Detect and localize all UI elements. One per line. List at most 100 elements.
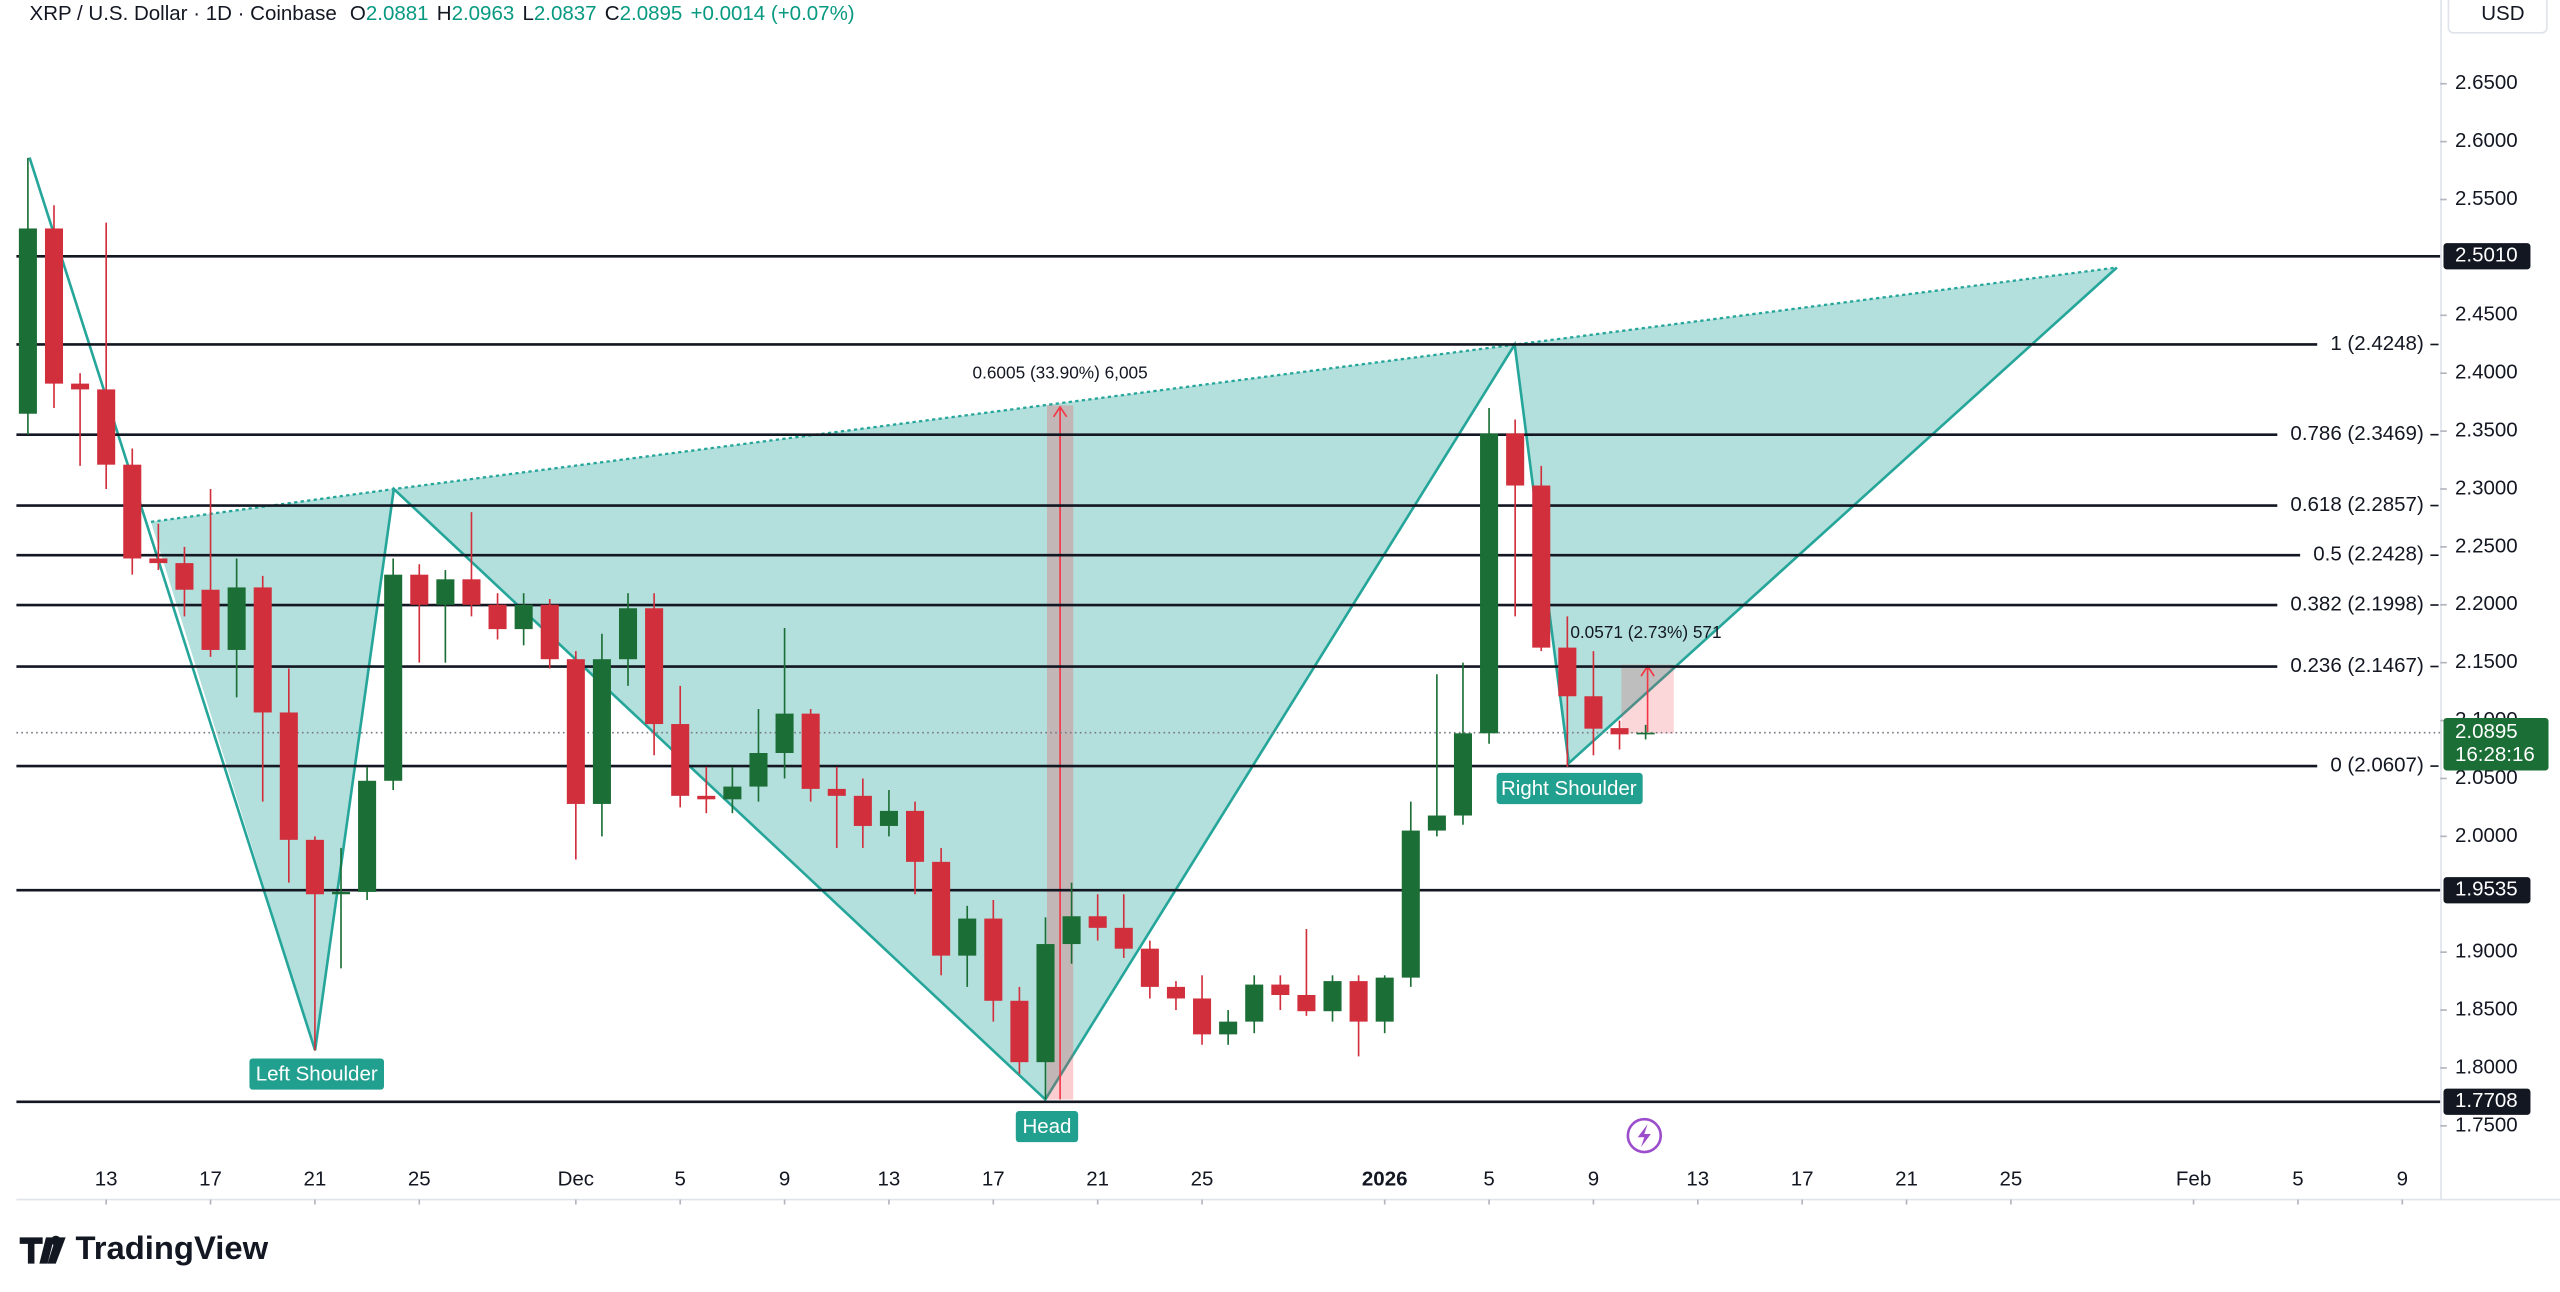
price-label-box <box>2443 877 2531 904</box>
candle-body <box>279 712 298 840</box>
candle-body <box>906 810 925 862</box>
y-tick-label: 2.6500 <box>2455 71 2518 94</box>
fib-label: 0 (2.0607) <box>2330 754 2423 777</box>
candle-body <box>801 713 820 789</box>
candle-body <box>227 587 246 650</box>
candle-body <box>1010 1000 1029 1063</box>
candle-body <box>1166 986 1185 999</box>
x-tick-label: 5 <box>2292 1167 2303 1190</box>
x-tick-label: 13 <box>1686 1167 1709 1190</box>
candle-body <box>436 579 455 605</box>
y-tick-label: 1.9000 <box>2455 940 2518 963</box>
candle-body <box>123 464 142 559</box>
x-tick-label: 21 <box>1895 1167 1918 1190</box>
y-tick-label: 2.2000 <box>2455 592 2518 615</box>
price-label-box <box>2443 1088 2531 1115</box>
x-tick-label: 17 <box>1791 1167 1814 1190</box>
candle-body <box>1506 433 1525 486</box>
candle-body <box>879 810 898 826</box>
x-tick-label: 21 <box>1086 1167 1109 1190</box>
y-tick-label: 2.3500 <box>2455 419 2518 442</box>
price-label: 2.5010 <box>2455 244 2518 267</box>
candle-body <box>1480 433 1499 734</box>
candle-body <box>1271 984 1290 995</box>
candle-body <box>149 558 168 564</box>
price-label: 1.7708 <box>2455 1089 2518 1112</box>
candle-body <box>1375 977 1394 1022</box>
measure-label: 0.0571 (2.73%) 571 <box>1570 622 1721 642</box>
lightning-icon[interactable] <box>1626 1117 1663 1154</box>
x-tick-label: Feb <box>2176 1167 2211 1190</box>
candle-body <box>201 589 220 650</box>
fib-label: 0.5 (2.2428) <box>2313 543 2424 566</box>
measure-arrowhead <box>1052 405 1068 418</box>
candle-body <box>566 659 585 804</box>
x-tick-label: 13 <box>95 1167 118 1190</box>
candle-body <box>1427 815 1446 831</box>
ohlc-change: +0.0014 (+0.07%) <box>691 2 855 25</box>
x-tick-label: 13 <box>878 1167 901 1190</box>
pattern-label: Head <box>1022 1115 1071 1138</box>
candle-body <box>18 228 37 414</box>
pattern-label: Left Shoulder <box>256 1062 378 1085</box>
candle-body <box>645 608 664 725</box>
brand-name: TradingView <box>75 1229 268 1266</box>
fib-label: 0.236 (2.1467) <box>2290 654 2423 677</box>
pattern-label: Right Shoulder <box>1501 777 1637 800</box>
x-tick-label: 25 <box>1191 1167 1214 1190</box>
y-tick-label: 2.1500 <box>2455 650 2518 673</box>
candle-body <box>540 604 559 660</box>
candle-body <box>1088 916 1107 928</box>
x-tick-label: Dec <box>558 1167 594 1190</box>
y-tick-label: 2.2500 <box>2455 534 2518 557</box>
ohlc-key: O <box>350 2 366 25</box>
y-tick-label: 2.0000 <box>2455 824 2518 847</box>
lightning-bolt <box>1637 1124 1651 1148</box>
measure-label: 0.6005 (33.90%) 6,005 <box>973 363 1148 383</box>
y-tick-label: 2.4000 <box>2455 361 2518 384</box>
candle-body <box>592 659 611 804</box>
ohlc-value: 2.0963 <box>452 2 515 25</box>
candle-body <box>1062 916 1081 945</box>
neckline <box>150 266 2118 523</box>
candle-body <box>71 383 90 390</box>
x-tick-label: 25 <box>2000 1167 2023 1190</box>
brand-logo <box>19 1235 61 1264</box>
ohlc-key: L <box>522 2 533 25</box>
pattern-drawings <box>28 157 2118 1102</box>
candle-body <box>984 918 1003 1001</box>
x-tick-label: 5 <box>675 1167 686 1190</box>
current-price-box <box>2443 717 2549 771</box>
candle-body <box>618 608 638 660</box>
candle-body <box>1140 948 1159 987</box>
candle-body <box>331 891 351 895</box>
y-tick-label: 2.5500 <box>2455 187 2518 210</box>
symbol: XRP / U.S. Dollar · 1D · Coinbase <box>30 2 337 25</box>
candle-body <box>358 780 377 892</box>
x-tick-label: 2026 <box>1362 1167 1408 1190</box>
currency-button[interactable] <box>2447 0 2548 34</box>
candle-body <box>932 861 951 956</box>
label-box <box>1015 1110 1079 1143</box>
candle-body <box>1349 981 1368 1022</box>
candle-body <box>253 587 272 713</box>
candle-body <box>1114 927 1133 949</box>
candle-body <box>749 752 768 787</box>
candle-body <box>1219 1021 1238 1035</box>
fib-label: 0.382 (2.1998) <box>2290 592 2423 615</box>
candle-body <box>384 574 403 781</box>
candle-body <box>305 839 324 895</box>
candle-body <box>514 604 533 630</box>
candle-body <box>1610 728 1629 735</box>
y-tick-label: 1.8000 <box>2455 1055 2518 1078</box>
candle-body <box>488 604 507 630</box>
y-tick-label: 1.8500 <box>2455 997 2518 1020</box>
y-tick-label: 1.7500 <box>2455 1113 2518 1136</box>
ohlc-key: H <box>437 2 452 25</box>
currency: USD <box>2481 2 2524 25</box>
candle-body <box>1323 981 1342 1012</box>
y-tick-label: 2.0500 <box>2455 766 2518 789</box>
fib-label: 1 (2.4248) <box>2330 332 2423 355</box>
